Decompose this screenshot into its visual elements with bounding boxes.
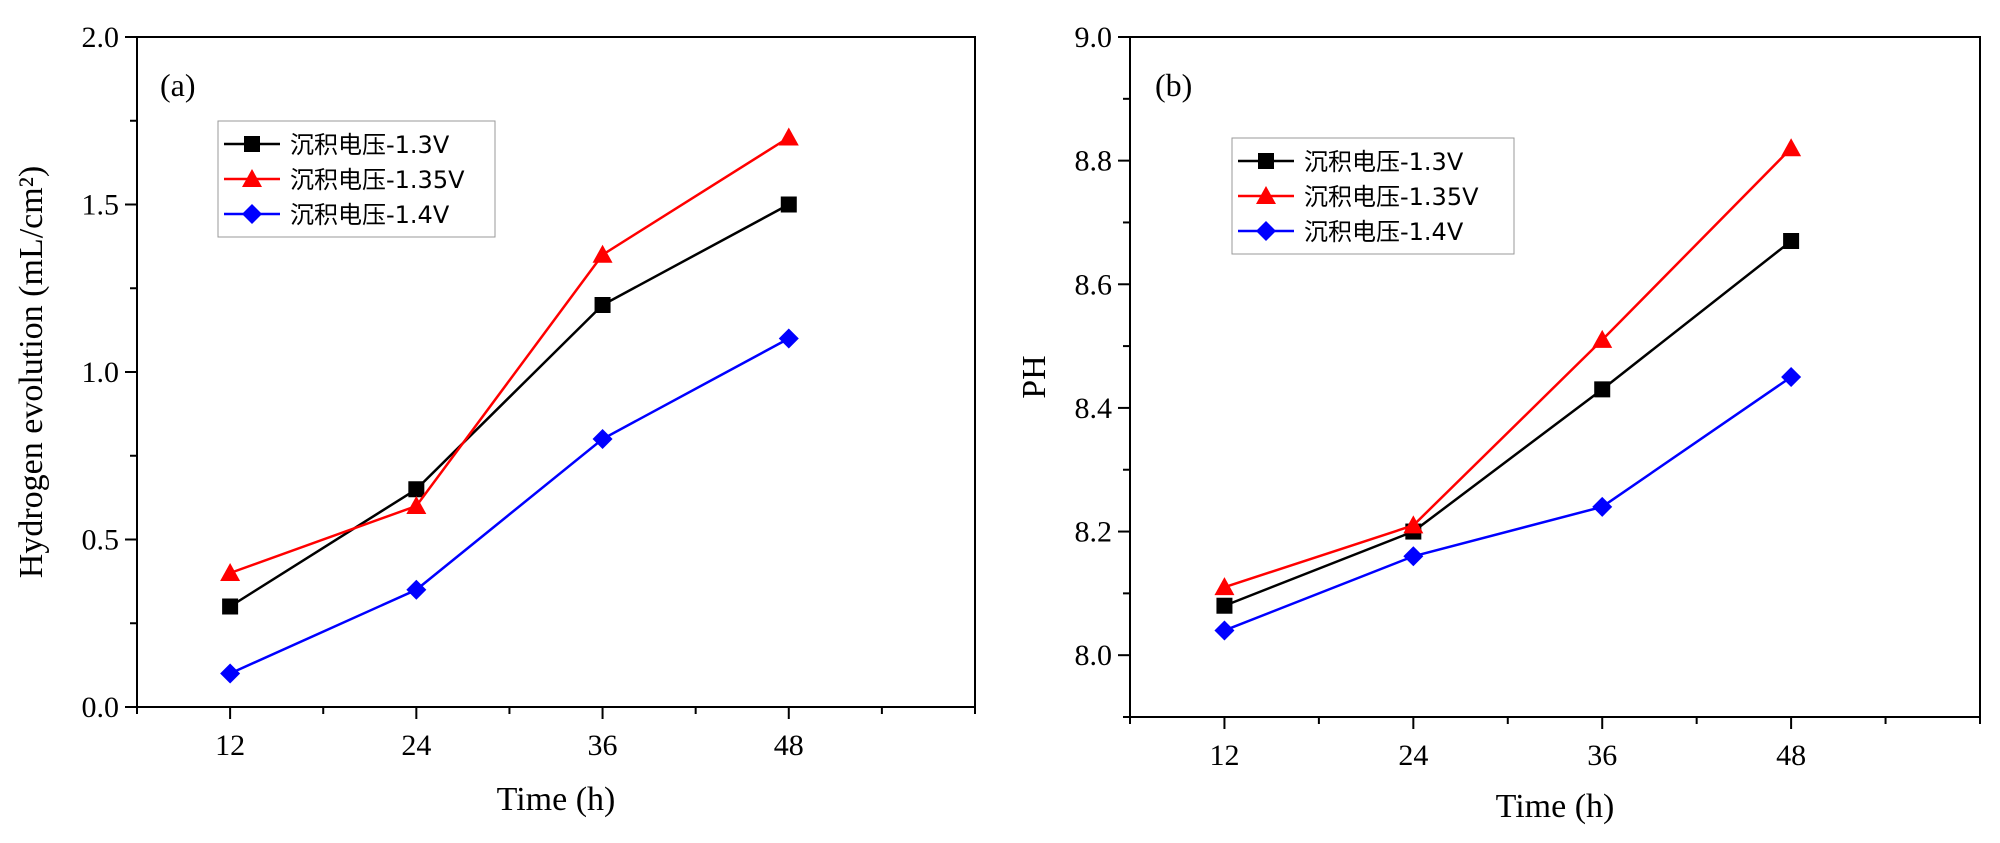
panel-a-data-point — [220, 563, 241, 581]
panel-b-x-tick-label: 24 — [1398, 739, 1428, 772]
panel-a-x-tick-label: 12 — [215, 729, 245, 762]
panel-b-data-point — [1214, 577, 1235, 596]
panel-a-legend-marker — [244, 136, 260, 152]
panel-a-data-point — [778, 127, 799, 146]
panel-a-data-point — [778, 328, 799, 349]
panel-a-data-point — [592, 429, 613, 449]
panel-a-series-line-1 — [229, 203, 790, 608]
panel-b-x-tick-label: 12 — [1209, 739, 1239, 772]
panel-a-x-tick-label: 48 — [774, 729, 804, 762]
panel-a-label: (a) — [160, 67, 196, 103]
panel-b-data-point — [1216, 597, 1233, 614]
panel-a-legend-marker — [242, 169, 262, 187]
panel-b-data-point — [1214, 620, 1235, 641]
panel-a-legend-label: 沉积电压-1.4V — [290, 201, 450, 229]
panel-b-series-line-1 — [1223, 240, 1792, 607]
panel-a-series-line-3 — [229, 337, 790, 675]
panel-a-x-tick-label: 24 — [401, 729, 431, 762]
panel-b-y-tick-label: 9.0 — [1075, 21, 1113, 54]
panel-b-x-tick-label: 48 — [1776, 739, 1806, 772]
panel-b-legend-label: 沉积电压-1.3V — [1304, 148, 1464, 176]
panel-a-data-point — [220, 663, 241, 684]
panel-a-legend-marker — [242, 204, 262, 224]
panel-b-legend-label: 沉积电压-1.35V — [1304, 183, 1479, 211]
panel-b-y-tick-label: 8.6 — [1075, 268, 1113, 301]
panel-b-data-point — [1594, 381, 1611, 398]
panel-b-data-point — [1403, 546, 1424, 567]
panel-a-y-tick-label: 0.0 — [82, 691, 120, 724]
panel-a-x-axis-title: Time (h) — [497, 781, 616, 818]
panel-a-y-tick-label: 1.5 — [82, 189, 120, 222]
panel-a-data-point — [222, 598, 239, 615]
panel-b-y-axis-title: PH — [1016, 355, 1053, 398]
panel-a-y-axis-title: Hydrogen evolution (mL/cm²) — [13, 166, 50, 578]
panel-a-legend-label: 沉积电压-1.3V — [290, 131, 450, 159]
panel-b-legend-label: 沉积电压-1.4V — [1304, 218, 1464, 246]
panel-b-x-tick-label: 36 — [1587, 739, 1617, 772]
panel-b-y-tick-label: 8.0 — [1075, 639, 1113, 672]
panel-a-data-point — [408, 481, 425, 498]
panel-b-data-point — [1781, 138, 1802, 157]
panel-a-y-tick-label: 1.0 — [82, 356, 120, 389]
panel-a-y-tick-label: 0.5 — [82, 524, 120, 557]
panel-b-y-tick-label: 8.8 — [1075, 145, 1113, 178]
panel-b-label: (b) — [1155, 67, 1192, 103]
panel-b-data-point — [1783, 233, 1800, 249]
panel-b-data-point — [1403, 515, 1424, 534]
panel-b-y-tick-label: 8.4 — [1075, 392, 1113, 425]
panel-a-data-point — [406, 496, 427, 514]
panel-a-data-point — [592, 244, 613, 263]
panel-b-data-point — [1781, 367, 1802, 387]
panel-b-series-line-2 — [1224, 147, 1793, 589]
panel-b-y-tick-label: 8.2 — [1075, 516, 1113, 549]
panel-b-data-point — [1592, 329, 1613, 348]
panel-a-x-tick-label: 36 — [588, 729, 618, 762]
panel-a-data-point — [594, 297, 611, 313]
panel-b-legend-marker — [1256, 221, 1276, 241]
panel-b-plot-frame — [1129, 36, 1981, 718]
panel-b-data-point — [1592, 496, 1613, 517]
panel-b-series-line-3 — [1223, 375, 1792, 632]
panel-a-series-line-2 — [229, 136, 790, 575]
panel-a-data-point — [406, 579, 427, 600]
panel-a-legend-label: 沉积电压-1.35V — [290, 166, 465, 194]
panel-b-legend-marker — [1258, 153, 1274, 169]
panel-b-legend-marker — [1256, 186, 1276, 204]
panel-b-x-axis-title: Time (h) — [1496, 788, 1615, 825]
panel-a-y-tick-label: 2.0 — [82, 21, 120, 54]
panel-a-data-point — [780, 196, 797, 213]
